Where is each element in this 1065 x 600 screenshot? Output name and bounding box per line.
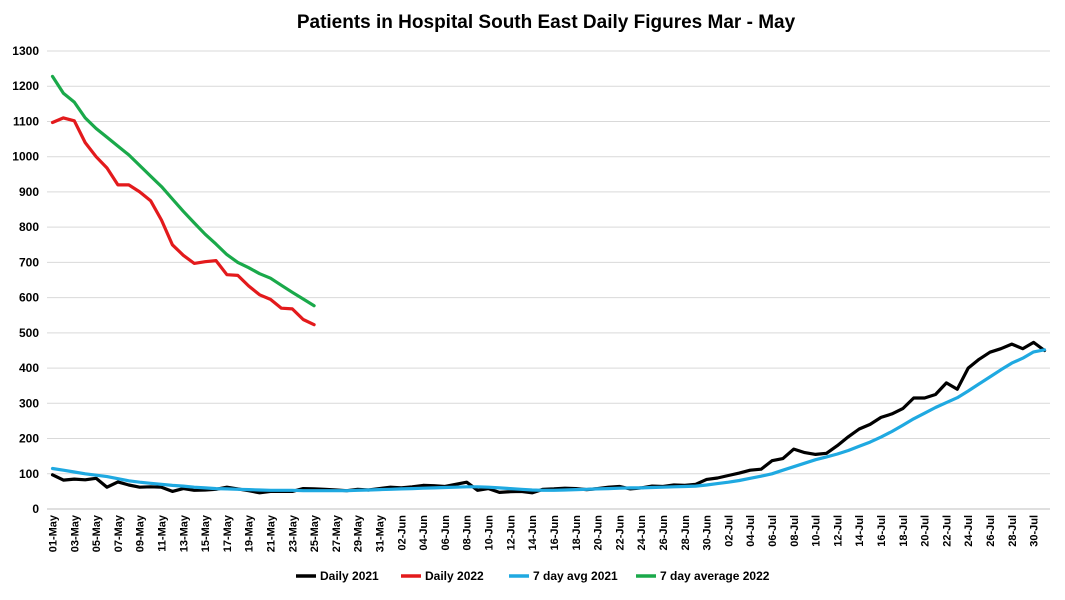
series-lines xyxy=(50,74,1047,495)
series-line-7-day-avg-2021 xyxy=(50,348,1047,493)
y-axis-ticks: 0 100 200 300 400 500 600 700 800 900 1000 1100 1200… xyxy=(12,44,39,516)
x-tick-label: 11-May xyxy=(156,514,168,552)
x-tick-label: 16-Jul xyxy=(876,515,888,547)
x-tick-label: 27-May xyxy=(331,514,343,552)
x-tick-label: 17-May xyxy=(222,514,234,552)
x-tick-label: 22-Jul xyxy=(941,515,953,547)
x-tick-label: 08-Jun xyxy=(462,515,474,551)
x-tick-label: 02-Jul xyxy=(723,515,735,547)
y-tick-label: 300 xyxy=(19,396,39,410)
x-tick-label: 02-Jun xyxy=(396,515,408,551)
legend-label: Daily 2021 xyxy=(320,569,379,583)
x-tick-label: 31-May xyxy=(375,514,387,552)
legend-label: 7 day average 2022 xyxy=(660,569,770,583)
y-tick-label: 1100 xyxy=(13,114,39,128)
x-tick-label: 19-May xyxy=(244,514,256,552)
x-tick-label: 07-May xyxy=(113,514,125,552)
x-tick-label: 29-May xyxy=(353,514,365,552)
x-tick-label: 24-Jul xyxy=(963,515,975,547)
x-tick-label: 21-May xyxy=(265,514,277,552)
x-tick-label: 04-Jul xyxy=(745,515,757,547)
y-tick-label: 500 xyxy=(19,326,39,340)
x-tick-label: 12-Jun xyxy=(505,515,517,551)
y-tick-label: 1000 xyxy=(12,150,39,164)
x-tick-label: 18-Jul xyxy=(898,515,910,547)
x-tick-label: 20-Jul xyxy=(920,515,932,547)
x-tick-label: 26-Jul xyxy=(985,515,997,547)
series-line-daily-2021 xyxy=(50,340,1047,495)
x-tick-label: 14-Jun xyxy=(527,515,539,551)
x-tick-label: 30-Jul xyxy=(1029,515,1041,547)
x-tick-label: 25-May xyxy=(309,514,321,552)
x-tick-label: 04-Jun xyxy=(418,515,430,551)
x-tick-label: 22-Jun xyxy=(614,515,626,551)
x-tick-label: 13-May xyxy=(178,514,190,552)
x-tick-label: 23-May xyxy=(287,514,299,552)
y-tick-label: 600 xyxy=(19,291,39,305)
y-tick-label: 900 xyxy=(19,185,39,199)
y-tick-label: 200 xyxy=(19,432,39,446)
x-tick-label: 30-Jun xyxy=(702,515,714,551)
x-tick-label: 03-May xyxy=(69,514,81,552)
legend-label: Daily 2022 xyxy=(425,569,484,583)
x-tick-label: 28-Jul xyxy=(1007,515,1019,547)
series-line-7-day-average-2022 xyxy=(50,74,316,308)
y-tick-label: 800 xyxy=(19,220,39,234)
x-tick-label: 06-Jun xyxy=(440,515,452,551)
y-tick-label: 1300 xyxy=(12,44,39,58)
x-tick-label: 05-May xyxy=(91,514,103,552)
x-tick-label: 12-Jul xyxy=(832,515,844,547)
y-tick-label: 0 xyxy=(32,502,39,516)
series-line-daily-2022 xyxy=(50,116,316,327)
x-tick-label: 20-Jun xyxy=(593,515,605,551)
legend: Daily 2021 Daily 2022 7 day avg 2021 7 day … xyxy=(296,569,770,583)
x-tick-label: 15-May xyxy=(200,514,212,552)
x-tick-label: 24-Jun xyxy=(636,515,648,551)
chart-title: Patients in Hospital South East Daily Fi… xyxy=(297,12,796,33)
y-tick-label: 1200 xyxy=(12,79,39,93)
legend-label: 7 day avg 2021 xyxy=(533,569,618,583)
y-tick-label: 700 xyxy=(19,255,39,269)
x-axis-ticks: 01-May 03-May 05-May 07-May 09-May 11-May 13-M… xyxy=(47,514,1040,552)
x-tick-label: 09-May xyxy=(135,514,147,552)
y-tick-label: 400 xyxy=(19,361,39,375)
x-tick-label: 14-Jul xyxy=(854,515,866,547)
x-tick-label: 10-Jul xyxy=(811,515,823,547)
x-tick-label: 06-Jul xyxy=(767,515,779,547)
x-tick-label: 01-May xyxy=(47,514,59,552)
x-tick-label: 28-Jun xyxy=(680,515,692,551)
y-tick-label: 100 xyxy=(19,467,39,481)
x-tick-label: 26-Jun xyxy=(658,515,670,551)
x-tick-label: 18-Jun xyxy=(571,515,583,551)
x-tick-label: 10-Jun xyxy=(484,515,496,551)
gridlines xyxy=(47,50,1050,510)
x-tick-label: 08-Jul xyxy=(789,515,801,547)
x-tick-label: 16-Jun xyxy=(549,515,561,551)
